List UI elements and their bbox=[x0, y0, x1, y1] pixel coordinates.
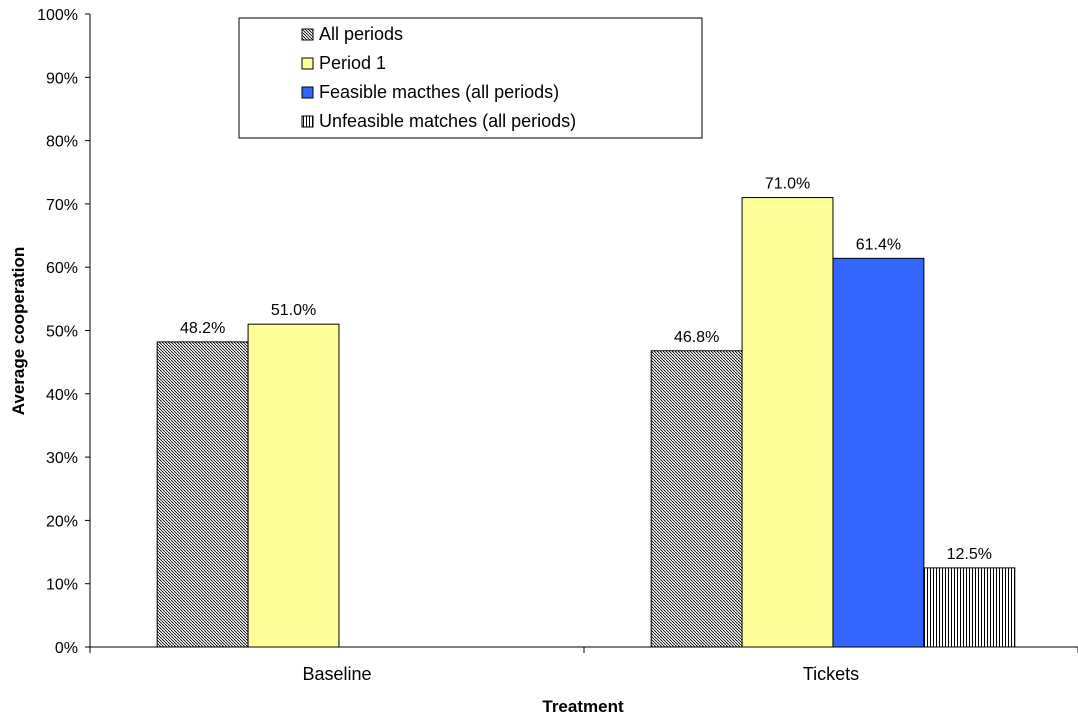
data-label: 51.0% bbox=[271, 302, 316, 319]
y-tick-label: 90% bbox=[46, 70, 78, 87]
y-tick-label: 10% bbox=[46, 577, 78, 594]
legend-label: Feasible macthes (all periods) bbox=[319, 82, 559, 102]
bar bbox=[650, 350, 743, 648]
legend-box bbox=[238, 17, 703, 139]
legend-label: Period 1 bbox=[319, 53, 386, 73]
y-tick-label: 100% bbox=[37, 7, 78, 24]
category-label: Tickets bbox=[803, 664, 859, 684]
bar bbox=[156, 341, 249, 648]
y-tick-label: 50% bbox=[46, 324, 78, 341]
y-axis: 0% 10% 20% 30% 40% 50% 60% 70% 80% 90% 100% bbox=[37, 7, 91, 657]
x-axis: Baseline Tickets bbox=[89, 646, 1078, 684]
legend-swatch bbox=[301, 115, 314, 128]
y-tick-label: 70% bbox=[46, 197, 78, 214]
legend-swatch bbox=[301, 86, 314, 99]
legend: All periods Period 1 Feasible macthes (all… bbox=[238, 17, 703, 139]
bar bbox=[741, 197, 834, 648]
legend-swatch bbox=[301, 57, 314, 70]
data-label: 71.0% bbox=[765, 176, 810, 193]
data-label: 48.2% bbox=[180, 320, 225, 337]
y-tick-label: 0% bbox=[55, 640, 78, 657]
data-label: 46.8% bbox=[674, 329, 719, 346]
x-axis-title: Treatment bbox=[542, 697, 624, 716]
y-tick-label: 60% bbox=[46, 260, 78, 277]
category-label: Baseline bbox=[302, 664, 371, 684]
bar bbox=[832, 257, 925, 648]
data-labels: 48.2% 51.0% 46.8% 71.0% 61.4% 12.5% bbox=[180, 176, 992, 563]
bar bbox=[247, 323, 340, 648]
y-tick-label: 40% bbox=[46, 387, 78, 404]
legend-label: Unfeasible matches (all periods) bbox=[319, 111, 576, 131]
y-axis-title: Average cooperation bbox=[9, 247, 28, 415]
data-label: 12.5% bbox=[947, 546, 992, 563]
y-tick-label: 80% bbox=[46, 134, 78, 151]
y-tick-label: 20% bbox=[46, 513, 78, 530]
y-tick-label: 30% bbox=[46, 450, 78, 467]
data-label: 61.4% bbox=[856, 236, 901, 253]
legend-label: All periods bbox=[319, 24, 403, 44]
bars bbox=[156, 197, 1016, 648]
legend-swatch bbox=[301, 28, 314, 41]
bar bbox=[923, 567, 1016, 648]
